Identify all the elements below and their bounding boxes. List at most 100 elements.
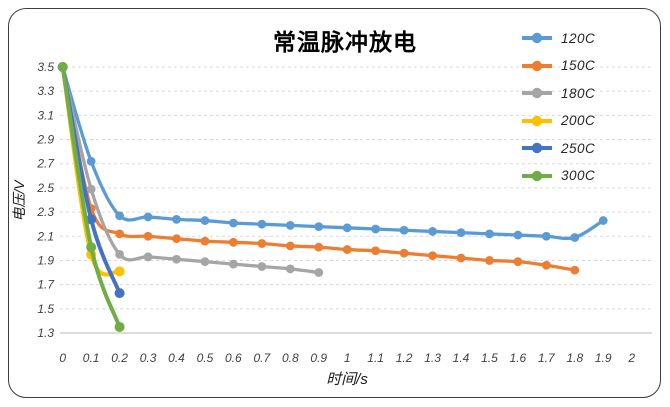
legend-marker-icon: [522, 115, 552, 126]
legend-label-120C: 120C: [561, 30, 596, 46]
series-point-150C-0.4: [172, 234, 181, 244]
legend-label-200C: 200C: [561, 113, 596, 129]
x-tick-label: 0.8: [282, 351, 299, 365]
x-tick-label: 0.9: [310, 351, 327, 365]
y-tick-label: 3.5: [37, 60, 54, 74]
series-point-180C-0.9: [314, 268, 324, 277]
series-point-120C-0.4: [172, 214, 181, 224]
legend-dot-250C: [531, 143, 543, 154]
y-tick-label: 2.7: [36, 157, 55, 171]
series-point-120C-0.7: [257, 219, 267, 229]
series-point-180C-0.8: [285, 264, 295, 274]
series-point-120C-1.4: [456, 228, 466, 238]
series-point-150C-0.5: [200, 236, 210, 246]
y-tick-label: 2.3: [36, 205, 54, 219]
chart-title: 常温脉冲放电: [273, 29, 417, 55]
x-tick-label: 1.3: [424, 351, 441, 365]
series-point-150C-0.3: [143, 231, 153, 241]
series-point-120C-0.6: [229, 218, 238, 228]
legend-marker-icon: [522, 32, 552, 44]
series-point-250C-0.2: [114, 288, 125, 299]
series-point-150C-1.7: [541, 260, 551, 270]
legend-dot-150C: [531, 60, 543, 71]
y-tick-label: 2.5: [36, 181, 54, 195]
x-tick-label: 0.2: [111, 351, 128, 365]
series-point-150C-0.9: [314, 242, 324, 252]
legend-label-300C: 300C: [561, 168, 596, 184]
series-point-180C-0.6: [229, 259, 238, 269]
y-axis-title: 电压/V: [11, 180, 27, 222]
series-point-300C-0: [57, 62, 68, 72]
series-point-120C-1.1: [371, 224, 381, 234]
series-point-180C-0.1: [86, 184, 96, 194]
x-tick-label: 1.6: [510, 351, 527, 365]
x-tick-label: 1.8: [566, 351, 583, 365]
legend-label-150C: 150C: [561, 58, 596, 74]
series-point-150C-0.6: [229, 237, 238, 247]
x-tick-label: 1.1: [367, 351, 384, 365]
x-tick-label: 0.4: [168, 351, 185, 365]
legend-item-200C: 200C: [521, 113, 595, 129]
series-point-120C-1.3: [428, 227, 437, 236]
series-point-180C-0.3: [143, 252, 153, 262]
x-tick-label: 0.1: [83, 351, 100, 365]
series-point-150C-1.1: [371, 246, 381, 256]
series-point-150C-1.5: [485, 256, 494, 265]
y-tick-label: 1.7: [37, 278, 55, 292]
x-tick-label: 1.7: [538, 351, 556, 365]
legend-item-120C: 120C: [521, 30, 595, 46]
series-point-120C-1.7: [541, 231, 551, 241]
series-point-150C-1.2: [399, 248, 409, 258]
series-point-120C-0.9: [314, 222, 324, 232]
x-tick-label: 0.5: [197, 351, 214, 365]
legend-marker-icon: [522, 60, 552, 71]
x-tick-label: 1.5: [481, 351, 498, 365]
y-tick-label: 1.9: [37, 253, 54, 267]
x-tick-label: 0.6: [225, 351, 242, 365]
legend: 120C 150C 180C 200C 250C 300C: [521, 30, 595, 196]
legend-item-150C: 150C: [521, 58, 595, 74]
x-tick-label: 0: [59, 351, 66, 365]
series-point-120C-1.5: [485, 229, 494, 239]
legend-label-180C: 180C: [561, 85, 596, 101]
series-point-120C-0.2: [115, 211, 124, 221]
series-point-120C-1.9: [598, 216, 608, 225]
series-point-120C-1.6: [513, 230, 523, 240]
x-tick-label: 1.9: [595, 351, 612, 365]
series-point-150C-0.2: [115, 229, 124, 239]
y-tick-label: 2.1: [36, 229, 54, 243]
series-point-150C-1: [342, 245, 352, 254]
legend-marker-icon: [522, 170, 552, 182]
series-point-120C-1.2: [399, 225, 409, 235]
series-point-300C-0.2: [114, 321, 125, 332]
x-tick-label: 1.4: [453, 351, 470, 365]
legend-dot-300C: [531, 170, 543, 182]
y-tick-label: 1.3: [37, 326, 54, 340]
series-point-200C-0.2: [114, 266, 125, 277]
series-point-150C-1.4: [456, 253, 466, 263]
series-point-120C-1: [342, 223, 352, 233]
series-line-180C: [61, 65, 321, 275]
series-point-150C-0.8: [285, 241, 295, 251]
x-tick-label: 2: [627, 351, 635, 365]
legend-dot-180C: [531, 87, 543, 99]
series-point-120C-0.5: [200, 216, 210, 225]
series-point-180C-0.7: [257, 262, 267, 271]
legend-item-300C: 300C: [521, 168, 595, 184]
series-point-150C-1.6: [513, 257, 523, 267]
legend-marker-icon: [522, 87, 552, 99]
series-line-150C: [61, 65, 577, 272]
series-point-180C-0.5: [200, 257, 210, 267]
legend-item-180C: 180C: [521, 85, 595, 101]
x-tick-label: 1: [344, 351, 351, 365]
series-point-120C-0.3: [143, 212, 153, 222]
series-point-180C-0.4: [172, 254, 181, 264]
legend-item-250C: 250C: [521, 140, 595, 156]
y-tick-label: 2.9: [36, 133, 54, 147]
series-line-300C: [60, 65, 122, 329]
legend-marker-icon: [522, 143, 552, 154]
x-tick-label: 0.3: [140, 351, 157, 365]
series-point-180C-0.2: [115, 250, 124, 259]
